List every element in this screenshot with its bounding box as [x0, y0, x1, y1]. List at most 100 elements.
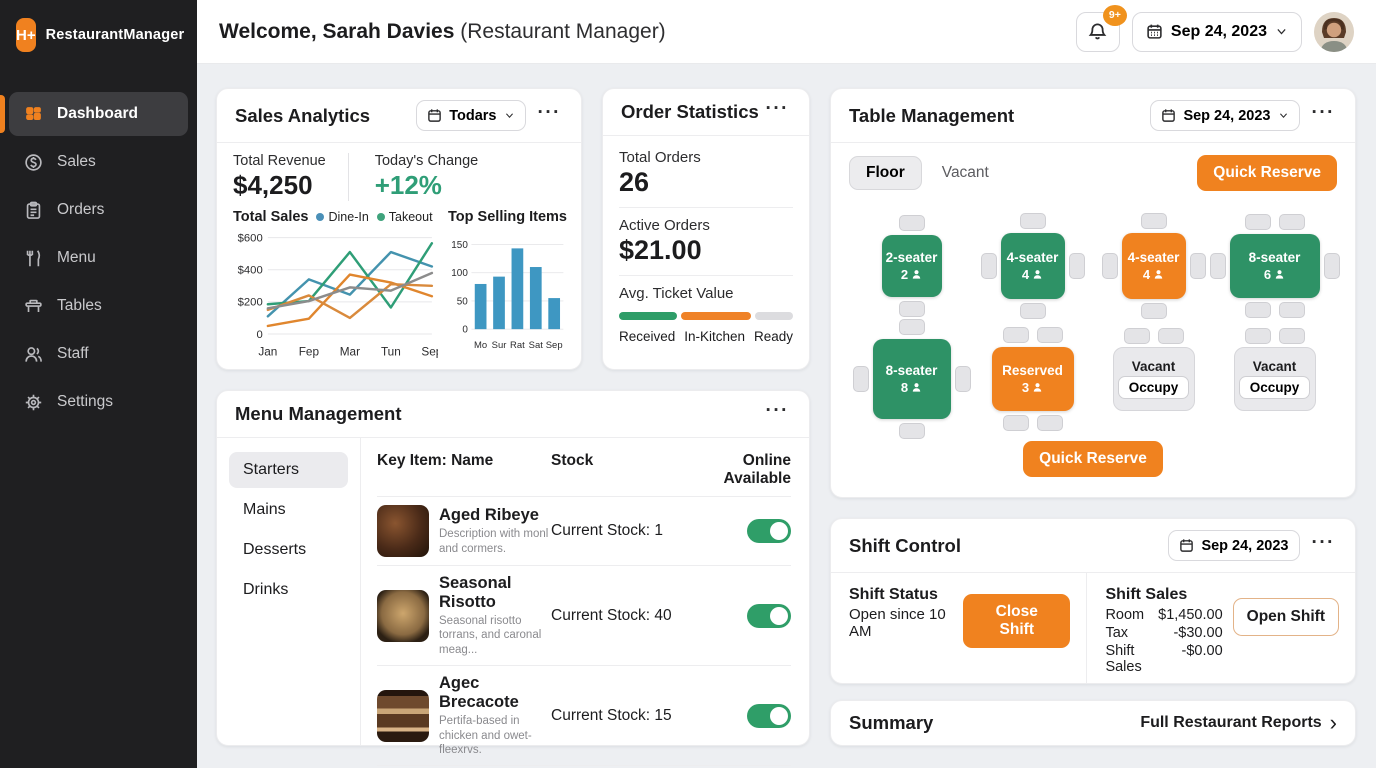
svg-text:$200: $200 — [238, 297, 263, 309]
user-avatar[interactable] — [1314, 11, 1354, 52]
table-8-seater-4[interactable]: 8-seater 6 — [1209, 213, 1340, 318]
occupy-button[interactable]: Occupy — [1238, 375, 1311, 399]
shift-date-picker[interactable]: Sep 24, 2023 — [1168, 530, 1300, 561]
full-reports-label: Full Restaurant Reports — [1140, 714, 1322, 731]
calendar-icon — [1162, 109, 1176, 122]
menu-item-description: Pertifa-based in chicken and owet-fleexr… — [439, 715, 532, 756]
menu-item-name: Aged Ribeye — [439, 506, 539, 525]
sidebar-item-staff[interactable]: Staff — [9, 332, 188, 376]
menu-table-header: Key Item: Name Stock Online Available — [377, 450, 791, 496]
table-view-toolbar: Floor Vacant Quick Reserve — [831, 143, 1355, 195]
person-icon — [1033, 269, 1042, 279]
sidebar-item-label: Settings — [57, 393, 114, 410]
sales-more-options-button[interactable]: ··· — [536, 103, 563, 128]
chair — [1244, 301, 1271, 318]
notification-badge: 9+ — [1102, 4, 1127, 26]
sidebar: H+ RestaurantManager Dashboard Sales Order… — [0, 0, 197, 768]
chair — [1278, 327, 1305, 344]
online-available-toggle[interactable] — [747, 519, 791, 543]
category-desserts[interactable]: Desserts — [243, 541, 307, 558]
shift-status-value: Open since 10 AM — [849, 606, 946, 640]
svg-text:Mo: Mo — [474, 340, 487, 351]
chair — [1068, 252, 1085, 279]
online-available-toggle[interactable] — [747, 703, 791, 728]
sidebar-item-settings[interactable]: Settings — [9, 380, 188, 424]
sidebar-item-tables[interactable]: Tables — [9, 284, 188, 328]
total-sales-line-chart: 0 $200 $400 $600 Jan Fep Mar Tun Sep — [238, 233, 438, 359]
bell-icon — [1089, 23, 1107, 40]
floor-tab[interactable]: Floor — [849, 156, 922, 190]
table-management-title: Table Management — [849, 104, 1015, 126]
table-2-seater-1[interactable]: 2-seater 2 — [881, 214, 942, 317]
brand: H+ RestaurantManager — [0, 0, 197, 74]
menu-items-list: Aged Ribeye Description with monl and cor… — [377, 496, 791, 765]
shift-row-label: Shift Sales — [1105, 643, 1142, 675]
table-label: 4-seater — [1006, 249, 1059, 265]
svg-text:Tun: Tun — [381, 346, 401, 359]
table-spot: Vacant Occupy — [1214, 322, 1335, 435]
sidebar-item-menu[interactable]: Menu — [9, 236, 188, 280]
total-orders-value: 26 — [619, 167, 650, 197]
order-stage-progress — [619, 312, 793, 320]
vacant-tab[interactable]: Vacant — [941, 164, 989, 181]
col-online-available: Online Available — [723, 452, 792, 487]
chair — [898, 214, 925, 231]
shift-control-header: Shift Control Sep 24, 2023 ··· — [831, 519, 1355, 573]
quick-reserve-button-bottom[interactable]: Quick Reserve — [1023, 441, 1163, 477]
quick-reserve-button-top[interactable]: Quick Reserve — [1197, 155, 1337, 191]
shift-control-title: Shift Control — [849, 534, 962, 556]
menu-item-row: Seasonal Risotto Seasonal risotto torrans… — [377, 565, 791, 665]
sidebar-item-sales[interactable]: Sales — [9, 140, 188, 184]
svg-text:Sep: Sep — [546, 340, 563, 351]
table-vacant-8[interactable]: Vacant Occupy — [1233, 327, 1316, 411]
table-4-seater-3[interactable]: 4-seater 4 — [1101, 212, 1206, 319]
brand-name: RestaurantManager — [45, 27, 185, 43]
tables-date-picker[interactable]: Sep 24, 2023 — [1150, 100, 1300, 131]
chair — [980, 252, 997, 279]
sidebar-item-label: Orders — [57, 201, 105, 218]
sales-date-picker[interactable]: Todars — [416, 100, 526, 131]
category-mains[interactable]: Mains — [243, 501, 286, 518]
chair — [1019, 212, 1046, 229]
stage-label-in-kitchen: In-Kitchen — [684, 329, 746, 344]
occupy-button[interactable]: Occupy — [1117, 375, 1190, 399]
sales-stats: Total Revenue $4,250 Today's Change +12% — [217, 143, 581, 207]
chevron-right-icon: › — [1329, 710, 1337, 735]
table-reserved-6[interactable]: Reserved 3 — [991, 326, 1074, 431]
legend-dot — [316, 213, 325, 221]
summary-title: Summary — [849, 712, 934, 733]
shift-row-value: -$30.00 — [1173, 625, 1223, 641]
sidebar-item-orders[interactable]: Orders — [9, 188, 188, 232]
open-shift-button[interactable]: Open Shift — [1232, 598, 1339, 636]
table-vacant-7[interactable]: Vacant Occupy — [1112, 327, 1195, 411]
notifications-button[interactable]: 9+ — [1075, 4, 1127, 52]
table-4-seater-2[interactable]: 4-seater 4 — [980, 212, 1085, 319]
sales-analytics-card: Sales Analytics Todars ··· Tota — [216, 88, 582, 370]
tables-more-options-button[interactable]: ··· — [1310, 103, 1337, 128]
table-spot: 4-seater 4 — [1093, 209, 1214, 322]
chair — [1189, 252, 1206, 279]
menu-item-description: Seasonal risotto torrans, and caronal me… — [439, 615, 542, 656]
category-drinks[interactable]: Drinks — [243, 581, 289, 598]
menu-item-text: Aged Ribeye Description with monl and cor… — [439, 506, 551, 556]
online-available-toggle[interactable] — [747, 603, 791, 628]
full-reports-link[interactable]: Full Restaurant Reports › — [1140, 710, 1337, 735]
menu-management-card: Menu Management ··· Starters Mains Dessert… — [216, 390, 810, 767]
close-shift-button[interactable]: Close Shift — [963, 594, 1071, 648]
table-8-seater-5[interactable]: 8-seater 8 — [852, 318, 971, 439]
table-label: Vacant — [1131, 358, 1176, 374]
person-icon — [1033, 382, 1042, 392]
sidebar-item-dashboard[interactable]: Dashboard — [0, 92, 188, 136]
orders-more-options-button[interactable]: ··· — [764, 99, 791, 124]
category-starters[interactable]: Starters — [229, 452, 348, 488]
chevron-down-icon — [1277, 29, 1286, 35]
sales-charts: Total Sales Dine-In Takeout 0 $200 $400 $600… — [217, 207, 581, 369]
stage-label-ready: Ready — [753, 329, 793, 344]
shift-control-card: Shift Control Sep 24, 2023 ··· Shift Sta… — [830, 518, 1356, 684]
svg-text:Mar: Mar — [340, 346, 360, 359]
table-occupancy: 6 — [1264, 267, 1285, 282]
menu-more-options-button[interactable]: ··· — [764, 401, 791, 426]
header-date-picker[interactable]: Sep 24, 2023 — [1131, 11, 1302, 52]
page-title: Welcome, Sarah Davies (Restaurant Manage… — [219, 20, 666, 44]
shift-more-options-button[interactable]: ··· — [1310, 533, 1337, 558]
